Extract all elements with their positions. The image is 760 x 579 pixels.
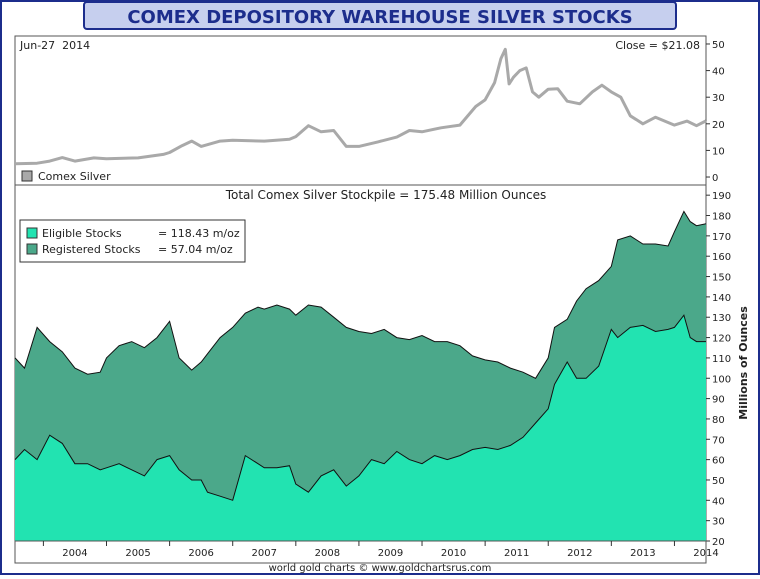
bottom-y-tick-label: 70 (712, 435, 725, 446)
bottom-y-tick-label: 180 (712, 212, 731, 223)
y-axis-title: Millions of Ounces (737, 306, 750, 420)
comex-silver-legend-label: Comex Silver (38, 170, 111, 183)
top-panel-frame (14, 35, 707, 186)
bottom-y-tick-label: 50 (712, 476, 725, 487)
bottom-y-tick-label: 40 (712, 496, 725, 507)
top-y-tick-label: 10 (712, 146, 725, 157)
x-tick-label: 2008 (315, 548, 340, 559)
eligible-legend-label: Eligible Stocks (42, 227, 122, 240)
bottom-y-tick-label: 20 (712, 537, 725, 548)
x-tick-label: 2007 (252, 548, 277, 559)
comex-silver-line (14, 47, 707, 166)
comex-silver-legend-swatch (21, 170, 33, 182)
eligible-legend-value: = 118.43 m/oz (158, 227, 240, 240)
x-tick-label: 2014 (693, 548, 718, 559)
registered-legend-label: Registered Stocks (42, 243, 141, 256)
x-tick-label: 2006 (188, 548, 213, 559)
top-y-axis: 0 10 20 30 40 50 (706, 40, 725, 184)
silver-series-group (14, 47, 707, 166)
eligible-stocks-line (14, 314, 706, 501)
registered-stocks-line (14, 210, 707, 379)
bottom-y-tick-label: 30 (712, 517, 725, 528)
x-tick-label: 2010 (441, 548, 466, 559)
bottom-y-tick-label: 130 (712, 313, 731, 324)
bottom-y-tick-label: 90 (712, 395, 725, 406)
stocks-legend: Eligible Stocks = 118.43 m/oz Registered… (19, 219, 246, 263)
footer-credit: world gold charts © www.goldchartsrus.co… (269, 563, 492, 574)
x-tick-label: 2004 (62, 548, 87, 559)
top-y-tick-label: 20 (712, 120, 725, 131)
stockpile-title: Total Comex Silver Stockpile = 175.48 Mi… (225, 188, 547, 202)
bottom-y-tick-label: 60 (712, 456, 725, 467)
top-y-tick-label: 50 (712, 40, 725, 51)
stock-areas-group (14, 210, 707, 541)
close-label: Close = $21.08 (615, 39, 700, 52)
bottom-y-axis: 20 30 40 50 60 70 80 90 100 110 120 130 140 150 160 170… (706, 191, 731, 548)
bottom-y-tick-label: 190 (712, 191, 731, 202)
registered-legend-value: = 57.04 m/oz (158, 243, 233, 256)
x-tick-label: 2012 (567, 548, 592, 559)
top-y-tick-label: 0 (712, 173, 718, 184)
x-axis: 2004 2005 2006 2007 2008 2009 2010 2011 2012 2013… (42, 541, 719, 559)
title-box (83, 1, 677, 30)
registered-legend-swatch (26, 243, 38, 255)
bottom-y-tick-label: 140 (712, 293, 731, 304)
top-y-tick-label: 40 (712, 67, 725, 78)
legend-box (19, 219, 246, 263)
x-axis-band (14, 540, 707, 564)
bottom-y-tick-label: 80 (712, 415, 725, 426)
top-y-tick-label: 30 (712, 93, 725, 104)
bottom-y-tick-label: 150 (712, 273, 731, 284)
eligible-stocks-area (15, 315, 706, 541)
x-tick-label: 2009 (378, 548, 403, 559)
x-tick-label: 2011 (504, 548, 529, 559)
chart-title: COMEX DEPOSITORY WAREHOUSE SILVER STOCKS (127, 7, 632, 28)
bottom-y-tick-label: 120 (712, 334, 731, 345)
eligible-legend-swatch (26, 227, 38, 239)
x-tick-label: 2005 (125, 548, 150, 559)
bottom-y-tick-label: 170 (712, 232, 731, 243)
bottom-y-tick-label: 110 (712, 354, 731, 365)
date-label: Jun-27 2014 (19, 39, 90, 52)
x-tick-label: 2013 (630, 548, 655, 559)
bottom-y-tick-label: 160 (712, 252, 731, 263)
bottom-y-tick-label: 100 (712, 374, 731, 385)
